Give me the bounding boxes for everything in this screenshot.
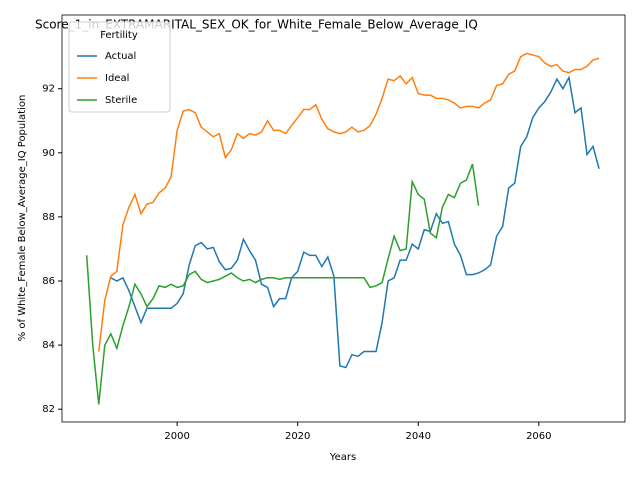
plot-frame <box>61 14 626 423</box>
y-tick-label: 92 <box>42 84 55 95</box>
y-tick-label: 82 <box>42 404 55 415</box>
x-tick-label: 2040 <box>406 431 431 442</box>
y-axis-label: % of White_Female Below_Average_IQ Popul… <box>17 95 28 342</box>
x-tick-label: 2060 <box>526 431 551 442</box>
x-tick-label: 2000 <box>164 431 189 442</box>
legend-label: Sterile <box>105 95 137 106</box>
legend-box <box>68 21 171 113</box>
legend-title: Fertility <box>100 30 138 41</box>
data-line <box>110 75 600 369</box>
data-line <box>85 163 480 405</box>
y-tick-label: 88 <box>42 212 55 223</box>
y-tick-label: 90 <box>42 148 55 159</box>
x-tick-label: 2020 <box>285 431 310 442</box>
y-tick-label: 84 <box>42 340 55 351</box>
x-axis-label: Years <box>329 452 356 463</box>
y-tick-label: 86 <box>42 276 55 287</box>
data-line <box>98 52 600 352</box>
legend-label: Ideal <box>105 73 129 84</box>
legend-label: Actual <box>105 51 136 62</box>
